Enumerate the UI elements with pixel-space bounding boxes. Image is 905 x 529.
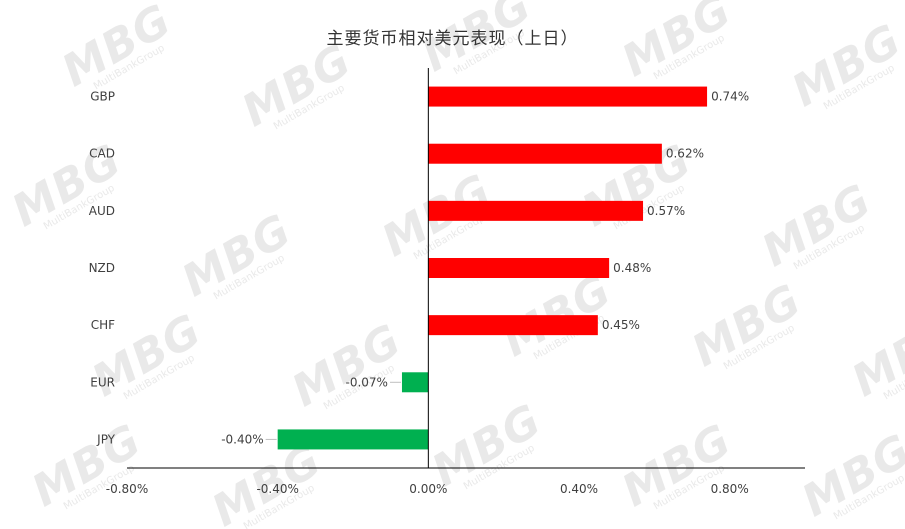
bar-gbp xyxy=(428,86,708,107)
value-label-nzd: 0.48% xyxy=(613,261,651,275)
bar-chf xyxy=(428,315,598,336)
bars-group xyxy=(277,86,708,450)
tick-labels-group: -0.80% -0.40% 0.00% 0.40% 0.80% xyxy=(106,482,749,496)
value-label-aud: 0.57% xyxy=(647,204,685,218)
category-label-eur: EUR xyxy=(90,375,115,389)
chart-title: 主要货币相对美元表现（上日） xyxy=(326,29,579,49)
x-tick-label: -0.80% xyxy=(106,482,148,496)
value-labels-group: 0.74% 0.62% 0.57% 0.48% 0.45% -0.07% -0.40% xyxy=(221,90,749,447)
value-label-chf: 0.45% xyxy=(602,318,640,332)
x-tick-label: 0.40% xyxy=(560,482,598,496)
category-label-aud: AUD xyxy=(89,204,115,218)
category-label-jpy: JPY xyxy=(96,432,116,446)
bar-jpy xyxy=(277,429,429,450)
x-tick-label: 0.80% xyxy=(711,482,749,496)
bar-cad xyxy=(428,143,662,164)
category-label-cad: CAD xyxy=(89,147,115,161)
category-label-nzd: NZD xyxy=(89,261,115,275)
bar-eur xyxy=(401,372,429,393)
bar-aud xyxy=(428,200,644,221)
x-tick-label: 0.00% xyxy=(409,482,447,496)
bar-nzd xyxy=(428,258,610,278)
value-label-cad: 0.62% xyxy=(666,147,704,161)
category-label-chf: CHF xyxy=(91,318,115,332)
x-tick-label: -0.40% xyxy=(256,482,298,496)
category-label-gbp: GBP xyxy=(90,90,115,104)
axes-group xyxy=(127,68,805,469)
value-label-eur: -0.07% xyxy=(346,375,388,389)
value-label-gbp: 0.74% xyxy=(711,90,749,104)
category-labels-group: GBP CAD AUD NZD CHF EUR JPY xyxy=(89,90,116,447)
value-label-jpy: -0.40% xyxy=(221,432,263,446)
